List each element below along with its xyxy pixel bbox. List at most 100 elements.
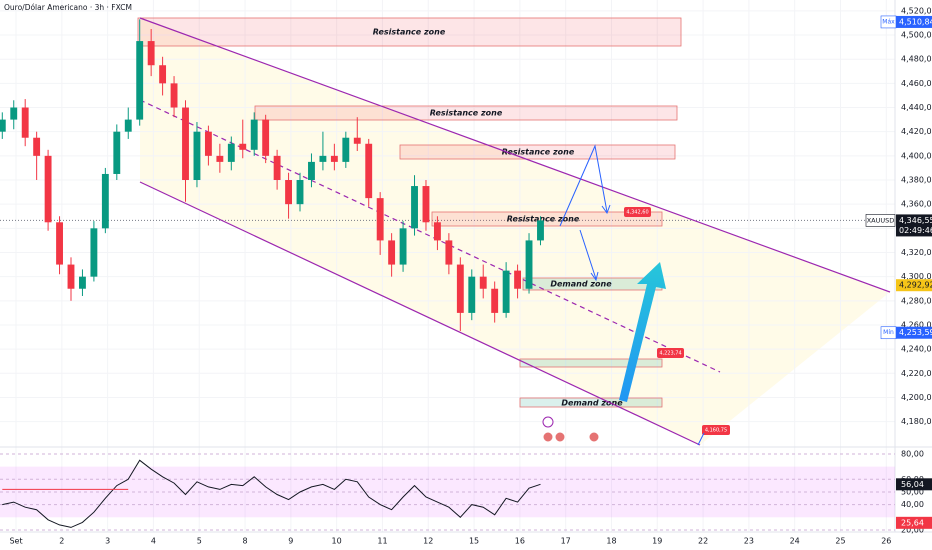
candle-body <box>468 276 476 313</box>
projection-arrow <box>579 229 597 280</box>
candle-body <box>10 107 18 120</box>
event-icon <box>542 416 554 428</box>
candle-body <box>273 155 281 181</box>
x-tick-label: 25 <box>835 537 845 546</box>
event-icon <box>542 431 554 443</box>
y-tick-label: 4,220,00 <box>901 369 932 378</box>
candle-body <box>216 155 224 162</box>
candle-body <box>365 143 373 199</box>
x-tick-label: 24 <box>790 537 800 546</box>
demand-zone <box>519 358 663 368</box>
candle-body <box>0 119 6 132</box>
target-pointer <box>697 432 705 446</box>
y-tick-label: 4,460,00 <box>901 79 932 88</box>
y-tick-label: 4,240,00 <box>901 345 932 354</box>
x-tick-label: 16 <box>515 537 525 546</box>
channel-lower <box>139 181 701 446</box>
price-tag <box>896 326 932 339</box>
candle-body <box>537 220 544 241</box>
rsi-tick-label: 40,00 <box>901 500 924 509</box>
channel-fill <box>140 18 890 445</box>
y-tick-label: 4,180,00 <box>901 417 932 426</box>
candle-body <box>182 107 189 181</box>
x-tick-label: 4 <box>151 537 156 546</box>
target-tag <box>657 348 684 358</box>
candle-body <box>101 173 109 229</box>
candle-body <box>124 119 132 132</box>
candle-body <box>479 276 487 289</box>
resistance-zone <box>254 105 678 121</box>
resistance-zone <box>431 211 663 227</box>
y-tick-label: 4,280,00 <box>901 296 932 305</box>
rsi-tag <box>896 478 932 491</box>
candle-body <box>491 288 499 313</box>
arrow-head <box>590 271 599 282</box>
demand-zone <box>519 397 663 408</box>
y-tick-label: 4,260,00 <box>901 320 932 329</box>
x-tick-label: 11 <box>377 537 387 546</box>
candle-body <box>159 65 167 84</box>
candle-body <box>411 186 418 229</box>
channel-upper <box>139 17 891 293</box>
candle-body <box>525 240 533 289</box>
candle-body <box>170 83 178 108</box>
zone-label: Resistance zone <box>373 28 446 37</box>
candle-body <box>56 222 63 265</box>
y-tick-label: 4,200,00 <box>901 393 932 402</box>
candle-body <box>262 119 270 156</box>
y-tick-label: 4,480,00 <box>901 55 932 64</box>
arrow-head <box>601 204 611 215</box>
candle-body <box>353 137 361 144</box>
y-tick-label: 4,300,00 <box>901 272 932 281</box>
event-icon <box>554 431 566 443</box>
resistance-zone <box>137 17 682 47</box>
rsi-tag <box>896 516 932 529</box>
candle-body <box>67 264 75 289</box>
candle-body <box>204 131 212 156</box>
candle-body <box>90 228 98 277</box>
candle-body <box>113 131 121 174</box>
zone-label: Demand zone <box>561 399 623 408</box>
candle-body <box>250 119 258 150</box>
rsi-tick-label: 20,00 <box>901 525 924 534</box>
candle-body <box>376 198 384 241</box>
rsi-line <box>2 459 541 528</box>
x-tick-label: 17 <box>561 537 571 546</box>
countdown: 02:49:46 <box>899 226 932 235</box>
extreme-tag-label: Máx <box>882 18 895 25</box>
target-tag <box>702 425 730 435</box>
x-tick-label: 9 <box>288 537 293 546</box>
symbol-tag-label: XAUUSD <box>867 216 895 224</box>
price-tag <box>896 214 932 237</box>
candle-body <box>514 270 522 289</box>
candle-body <box>399 228 407 265</box>
y-tick-label: 4,380,00 <box>901 176 932 185</box>
candle-body <box>21 107 29 138</box>
rsi-tag-label: 25,64 <box>901 518 924 527</box>
x-tick-label: 18 <box>606 537 616 546</box>
candle-body <box>502 270 510 313</box>
y-tick-label: 4,320,00 <box>901 248 932 257</box>
price-tag-label: 4,510,84 <box>899 17 932 26</box>
price-tag-label: 4,292,92 <box>899 281 932 290</box>
resistance-zone <box>399 144 676 160</box>
rsi-tick-label: 50,00 <box>901 487 924 496</box>
x-tick-label: 10 <box>332 537 342 546</box>
channel-mid <box>139 99 721 373</box>
extreme-tag <box>880 15 897 29</box>
candle-body <box>239 143 247 150</box>
candle-body <box>342 137 350 162</box>
axes: 4,180,00 4,200,00 4,220,00 4,240,00 4,260,00… <box>9 6 932 546</box>
y-tick-label: 4,520,00 <box>901 6 932 15</box>
x-tick-label: 15 <box>469 537 479 546</box>
candles <box>0 19 544 332</box>
y-tick-label: 4,500,00 <box>901 31 932 40</box>
x-tick-label: 22 <box>698 537 708 546</box>
x-tick-label: Set <box>9 537 22 546</box>
candle-body <box>147 41 155 66</box>
candle-body <box>79 276 86 289</box>
zone-label: Demand zone <box>550 280 612 289</box>
symbol-title: Ouro/Dólar Americano · 3h · FXCM <box>4 3 132 12</box>
candle-body <box>296 180 304 205</box>
candle-body <box>330 155 338 162</box>
